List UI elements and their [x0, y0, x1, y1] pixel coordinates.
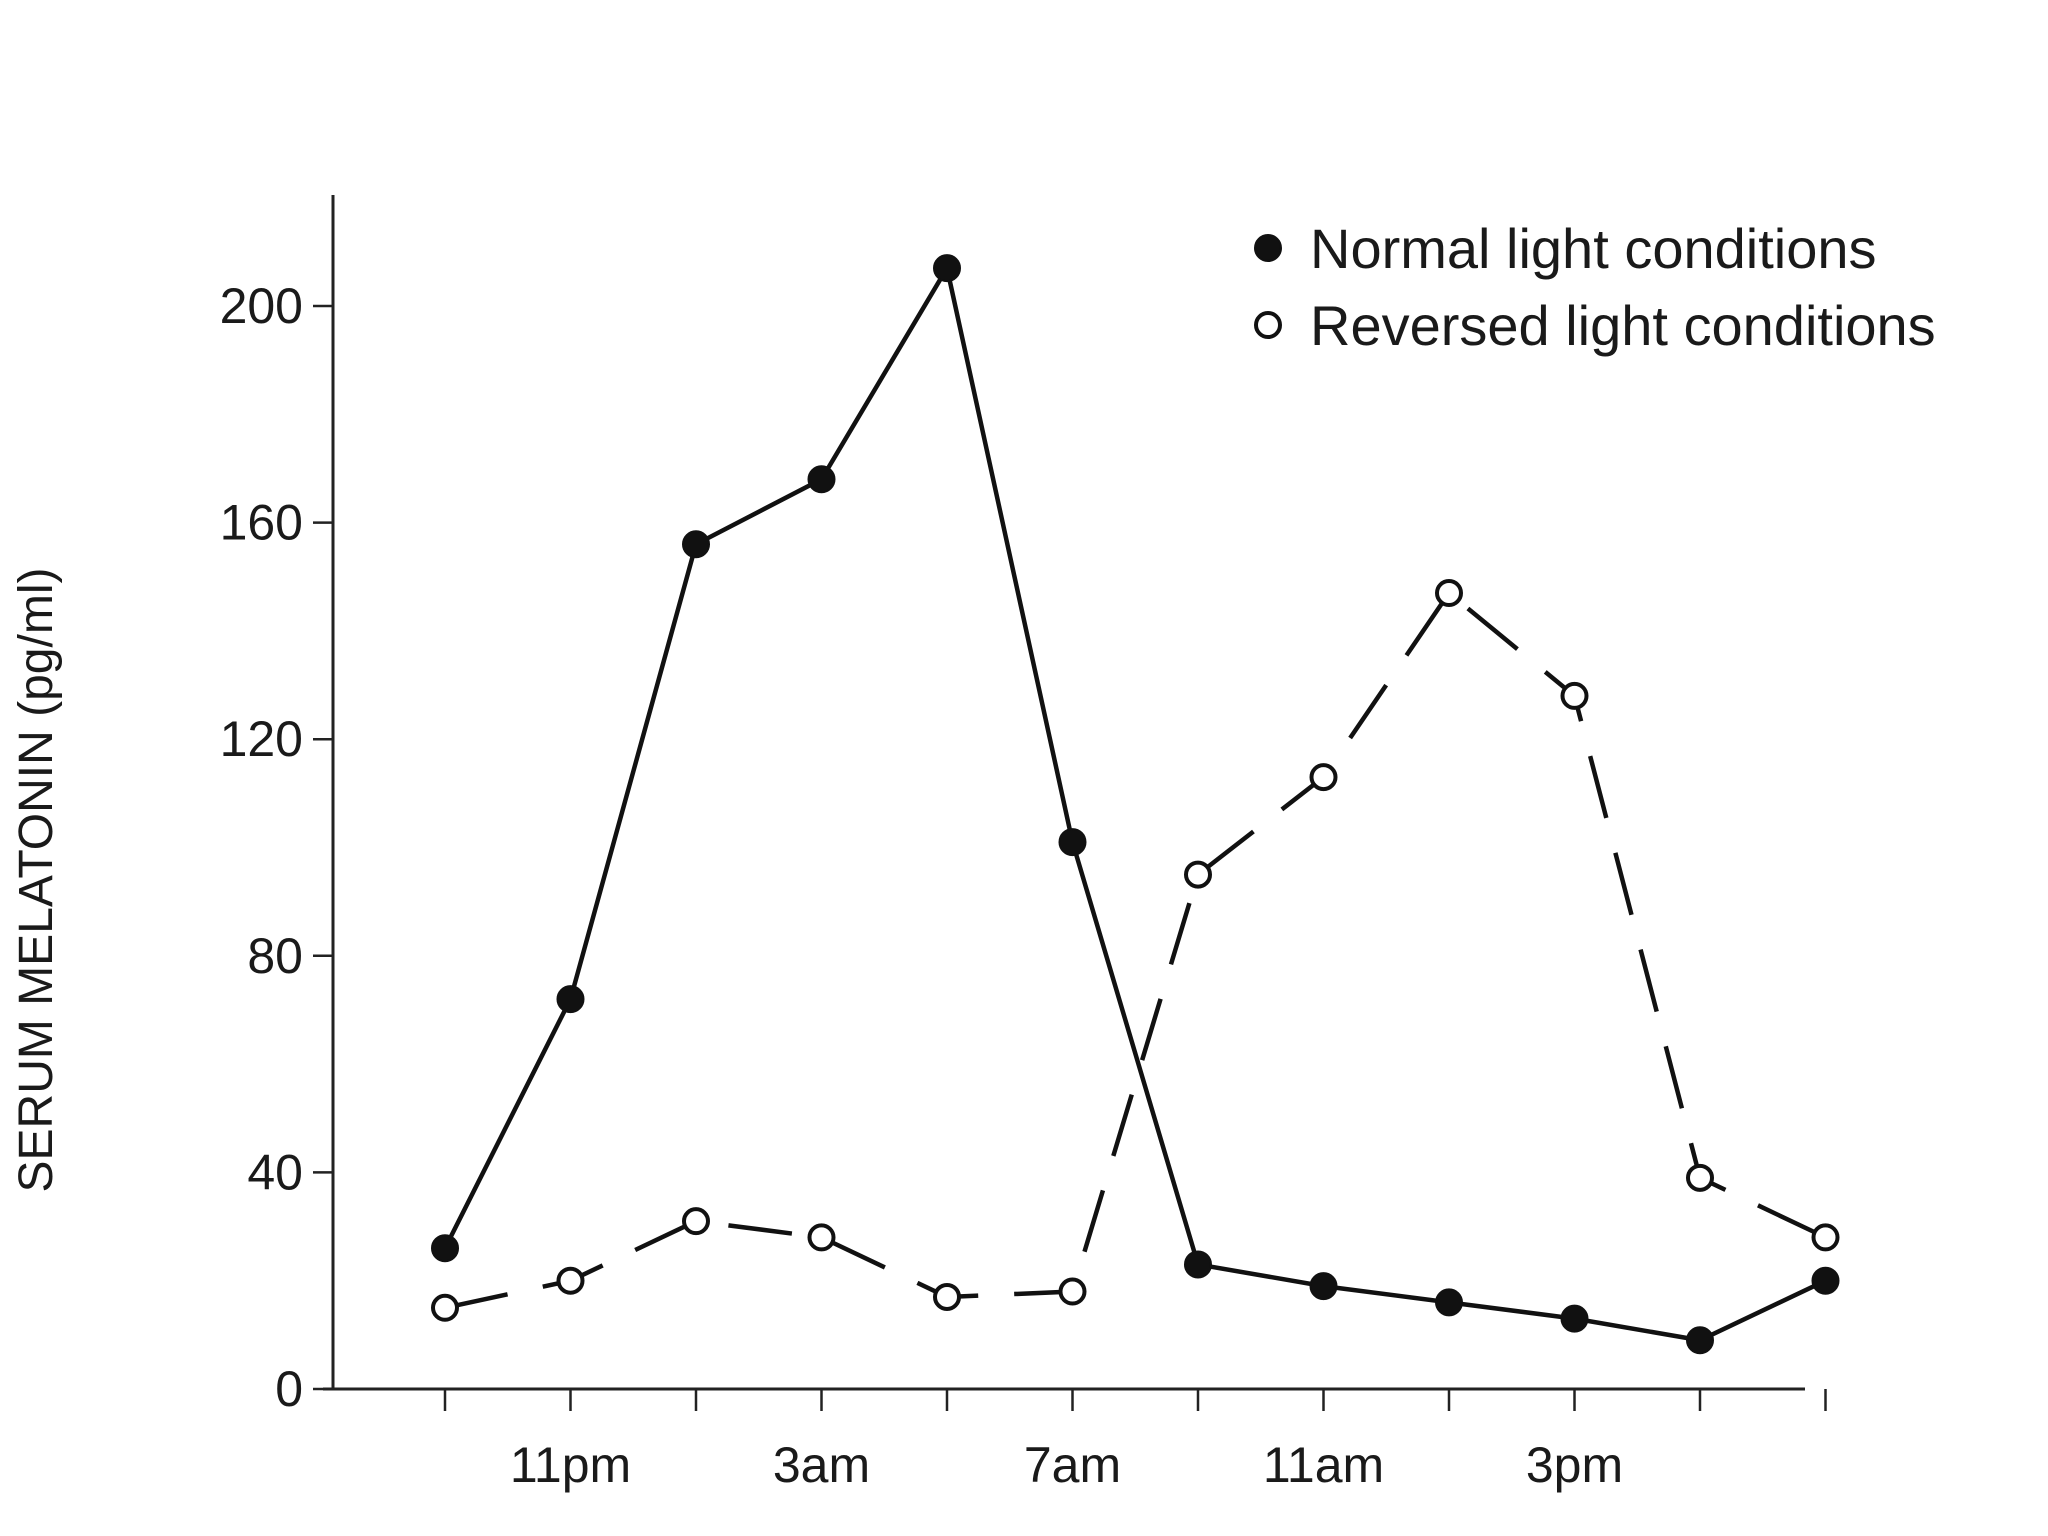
data-point-reversed: [1435, 578, 1463, 607]
legend-label-normal: Normal light conditions: [1310, 217, 1876, 280]
y-tick-label: 200: [220, 278, 303, 334]
x-tick-label: 3am: [773, 1437, 870, 1493]
data-point-reversed: [1184, 860, 1212, 889]
data-point-normal: [1058, 828, 1087, 857]
legend: Normal light conditions Reversed light c…: [1254, 217, 1936, 357]
x-axis-ticks: 11pm 3am 7am 11am 3pm: [443, 1389, 1827, 1493]
y-tick-label: 80: [247, 928, 303, 984]
y-tick-label: 160: [220, 495, 303, 551]
series-line-reversed: [444, 589, 1827, 1310]
series-line-normal: [442, 262, 1827, 1343]
y-tick-label: 0: [275, 1361, 303, 1417]
data-point-normal: [1560, 1304, 1589, 1333]
y-tick-label: 120: [220, 711, 303, 767]
data-point-normal: [556, 985, 585, 1014]
data-point-normal: [1686, 1326, 1714, 1355]
x-tick-label: 3pm: [1526, 1437, 1623, 1493]
data-point-reversed: [682, 1207, 710, 1236]
data-point-reversed: [556, 1266, 585, 1295]
data-point-reversed: [1309, 763, 1338, 792]
legend-marker-normal: [1254, 234, 1282, 262]
data-point-normal: [682, 530, 710, 559]
data-point-normal: [1811, 1266, 1840, 1295]
data-point-reversed: [1560, 681, 1589, 710]
x-tick-label: 7am: [1024, 1437, 1121, 1493]
data-point-normal: [933, 254, 961, 283]
y-axis-title: SERUM MELATONIN (pg/ml): [10, 568, 63, 1193]
data-point-normal: [1309, 1272, 1338, 1301]
x-tick-label: 11pm: [510, 1437, 631, 1493]
data-point-reversed: [431, 1293, 459, 1322]
data-point-reversed: [1811, 1223, 1840, 1252]
y-axis-ticks: 0 40 80 120 160 200: [220, 278, 333, 1417]
data-point-reversed: [1686, 1163, 1714, 1192]
series-layer: [431, 254, 1840, 1355]
data-point-normal: [807, 465, 836, 494]
data-point-reversed: [933, 1282, 961, 1311]
data-point-reversed: [1058, 1277, 1087, 1306]
legend-marker-reversed: [1254, 311, 1282, 339]
data-point-normal: [1184, 1250, 1212, 1279]
plot-area: 0 40 80 120 160 200 11pm 3am 7am 11am 3pm: [220, 195, 1840, 1493]
data-point-normal: [1435, 1288, 1463, 1317]
y-tick-label: 40: [247, 1144, 303, 1200]
legend-label-reversed: Reversed light conditions: [1310, 294, 1936, 357]
data-point-normal: [431, 1234, 459, 1263]
data-point-reversed: [807, 1223, 836, 1252]
x-tick-label: 11am: [1263, 1437, 1384, 1493]
